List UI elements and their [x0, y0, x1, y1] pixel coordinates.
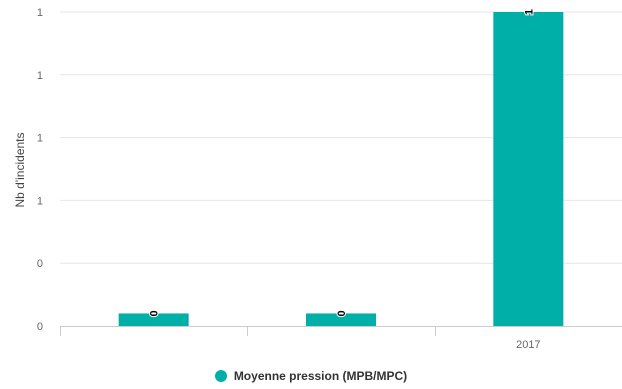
- bar: [493, 12, 564, 326]
- y-axis-label: Nb d'incidents: [13, 133, 27, 208]
- y-tick-label: 1: [37, 7, 43, 19]
- bar: [118, 313, 189, 326]
- legend: Moyenne pression (MPB/MPC): [0, 369, 622, 385]
- bars: 0 0 1: [118, 8, 564, 326]
- y-tick-label: 0: [37, 258, 43, 270]
- data-label: 0: [149, 310, 161, 316]
- legend-item[interactable]: Moyenne pression (MPB/MPC): [214, 369, 408, 383]
- legend-marker: [214, 370, 227, 382]
- x-tick-label: 2017: [516, 339, 540, 351]
- y-tick-label: 1: [37, 195, 43, 207]
- data-label: 1: [523, 9, 535, 15]
- legend-label: Moyenne pression (MPB/MPC): [233, 369, 408, 383]
- y-tick-label: 1: [37, 133, 43, 145]
- data-label: 0: [336, 310, 348, 316]
- y-tick-label: 1: [37, 70, 43, 82]
- bar: [306, 313, 376, 326]
- y-tick-label: 0: [37, 321, 43, 333]
- y-axis-ticks: 0 0 1 1 1 1: [37, 7, 43, 333]
- x-axis: 2017: [60, 326, 622, 351]
